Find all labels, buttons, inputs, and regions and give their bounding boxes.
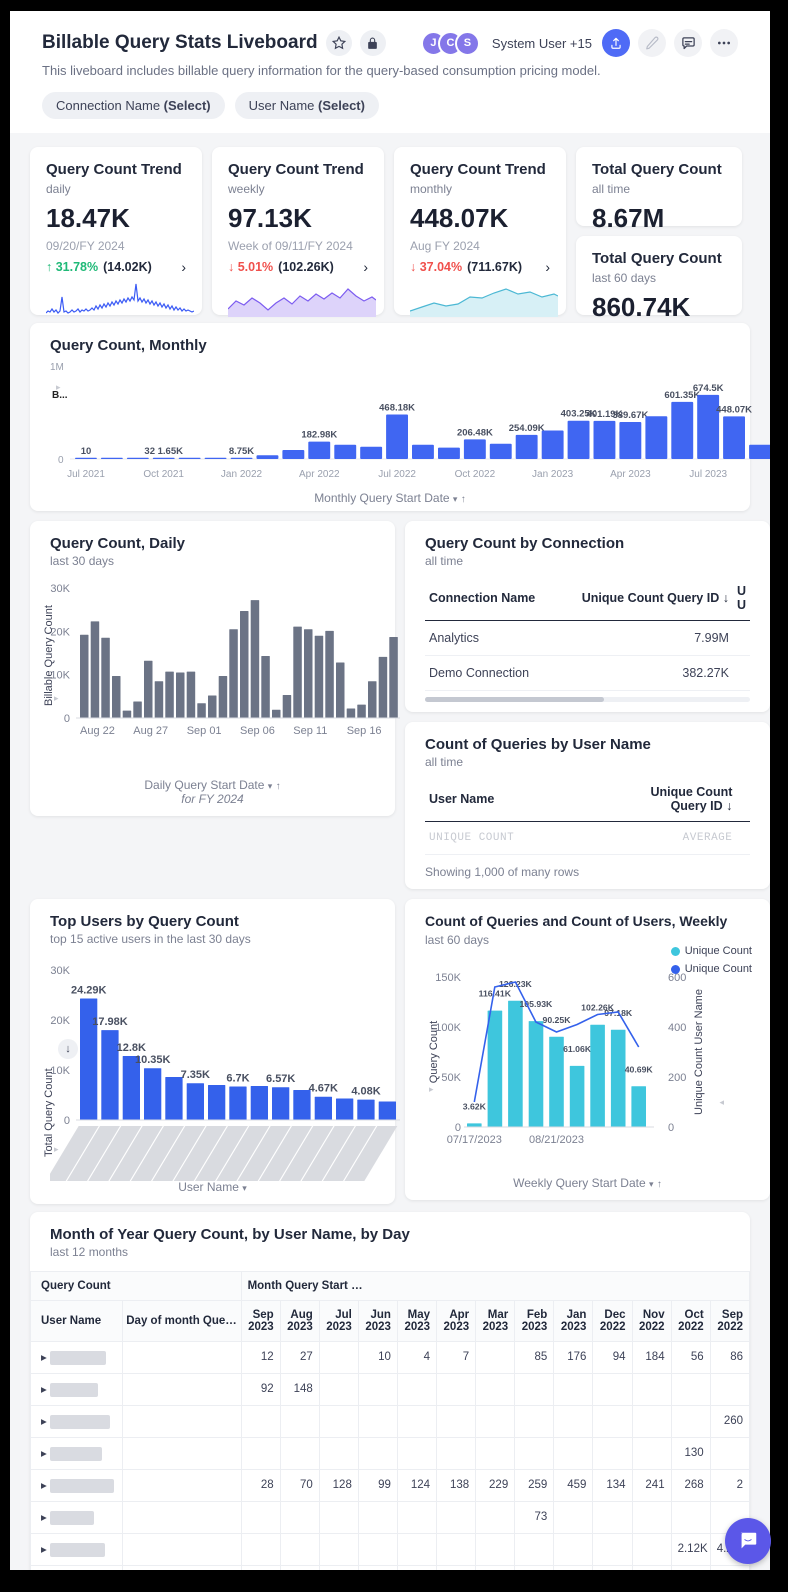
svg-text:Sep 06: Sep 06 [240, 725, 275, 737]
svg-text:17.98K: 17.98K [92, 1016, 128, 1028]
svg-text:0: 0 [58, 455, 64, 466]
svg-text:61.06K: 61.06K [563, 1043, 592, 1053]
svg-text:08/21/2023: 08/21/2023 [529, 1134, 584, 1146]
svg-text:Aug 27: Aug 27 [133, 725, 168, 737]
svg-text:389.67K: 389.67K [612, 410, 648, 421]
svg-text:07/17/2023: 07/17/2023 [447, 1134, 502, 1146]
svg-text:0: 0 [64, 1115, 70, 1127]
svg-text:Apr 2022: Apr 2022 [299, 469, 340, 480]
svg-text:Sep 16: Sep 16 [347, 725, 382, 737]
svg-text:674.5K: 674.5K [693, 383, 724, 394]
svg-text:Aug 22: Aug 22 [80, 725, 115, 737]
svg-text:116.41K: 116.41K [479, 988, 512, 998]
svg-text:8.75K: 8.75K [229, 446, 254, 457]
svg-text:24.29K: 24.29K [71, 985, 107, 997]
svg-text:6.7K: 6.7K [226, 1073, 249, 1085]
svg-text:12.8K: 12.8K [117, 1042, 146, 1054]
svg-text:Sep 11: Sep 11 [293, 725, 327, 737]
svg-text:Jul 2023: Jul 2023 [689, 469, 727, 480]
svg-text:468.18K: 468.18K [379, 403, 415, 414]
svg-text:10: 10 [81, 446, 92, 457]
svg-text:Apr 2023: Apr 2023 [610, 469, 651, 480]
svg-text:30K: 30K [50, 583, 70, 595]
svg-text:Jan 2022: Jan 2022 [221, 469, 263, 480]
svg-text:4.67K: 4.67K [309, 1083, 338, 1095]
svg-text:Oct 2021: Oct 2021 [143, 469, 184, 480]
svg-text:100K: 100K [435, 1022, 461, 1034]
svg-text:150K: 150K [435, 972, 461, 984]
svg-text:182.98K: 182.98K [301, 430, 337, 441]
svg-text:0: 0 [455, 1122, 461, 1134]
svg-text:Unique Count User Name: Unique Count User Name [693, 989, 705, 1115]
svg-text:Jul 2021: Jul 2021 [67, 469, 105, 480]
svg-text:1M: 1M [50, 362, 64, 373]
svg-text:4.08K: 4.08K [351, 1086, 380, 1098]
svg-text:206.48K: 206.48K [457, 427, 493, 438]
svg-text:Oct 2022: Oct 2022 [455, 469, 496, 480]
svg-text:3.62K: 3.62K [463, 1101, 487, 1111]
svg-text:254.09K: 254.09K [509, 423, 545, 434]
svg-text:32 1.65K: 32 1.65K [144, 446, 183, 457]
svg-text:90.25K: 90.25K [542, 1014, 571, 1024]
svg-text:448.07K: 448.07K [716, 404, 752, 415]
svg-text:40.69K: 40.69K [625, 1064, 654, 1074]
svg-text:7.35K: 7.35K [181, 1069, 210, 1081]
svg-text:0: 0 [64, 713, 70, 725]
svg-text:200: 200 [668, 1072, 686, 1084]
svg-text:Jan 2023: Jan 2023 [532, 469, 574, 480]
svg-text:Sep 01: Sep 01 [187, 725, 222, 737]
svg-text:20K: 20K [50, 1015, 70, 1027]
svg-text:30K: 30K [50, 965, 70, 977]
svg-text:10.35K: 10.35K [135, 1054, 171, 1066]
svg-text:400: 400 [668, 1022, 686, 1034]
svg-text:6.57K: 6.57K [266, 1073, 295, 1085]
svg-text:Jul 2022: Jul 2022 [378, 469, 416, 480]
svg-text:50K: 50K [441, 1072, 461, 1084]
svg-text:0: 0 [668, 1122, 674, 1134]
